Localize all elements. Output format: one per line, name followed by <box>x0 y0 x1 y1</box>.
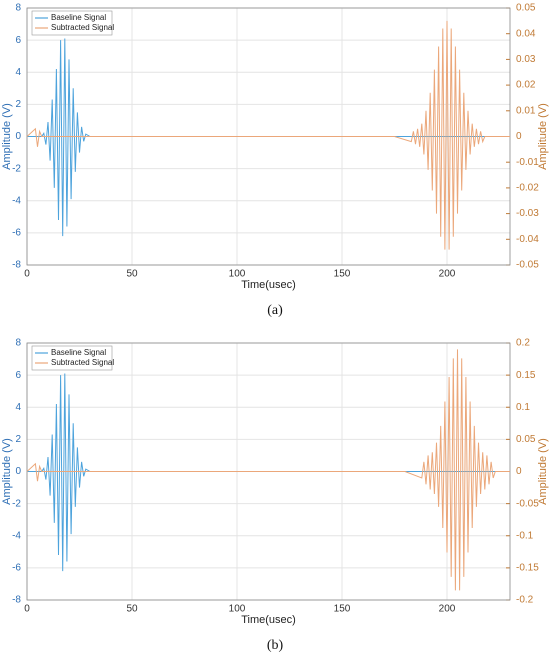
y2-tick-label: 0.05 <box>516 3 536 14</box>
y-tick-label: -4 <box>12 195 21 206</box>
y-tick-label: -2 <box>12 163 21 174</box>
caption: (a) <box>267 303 283 318</box>
y2-tick-label: -0.2 <box>516 595 534 606</box>
caption: (b) <box>267 638 284 653</box>
x-tick-label: 200 <box>439 269 456 280</box>
signal-line <box>27 38 510 237</box>
x-tick-label: 200 <box>439 604 456 615</box>
y2-axis-label: Amplitude (V) <box>537 103 549 170</box>
y-axis-label: Amplitude (V) <box>1 103 13 170</box>
x-axis-label: Time(usec) <box>241 279 296 291</box>
x-tick-label: 150 <box>334 269 351 280</box>
signal-line <box>26 20 510 250</box>
y-tick-label: 6 <box>15 35 21 46</box>
y-tick-label: -8 <box>12 260 21 271</box>
y-axis-label: Amplitude (V) <box>1 438 13 505</box>
y2-tick-label: -0.03 <box>516 208 539 219</box>
y2-tick-label: 0.02 <box>516 80 536 91</box>
legend-box <box>31 345 113 371</box>
y2-tick-label: 0.05 <box>516 434 536 445</box>
y2-tick-label: -0.05 <box>516 498 539 509</box>
y2-tick-label: 0.03 <box>516 54 536 65</box>
y2-tick-label: -0.01 <box>516 157 539 168</box>
x-tick-label: 0 <box>24 269 30 280</box>
y2-tick-label: -0.05 <box>516 260 539 271</box>
y-tick-label: 6 <box>15 370 21 381</box>
legend-label: Baseline Signal <box>51 348 106 357</box>
y-tick-label: -6 <box>12 563 21 574</box>
x-tick-label: 100 <box>229 604 246 615</box>
signal-line <box>27 373 510 572</box>
y-tick-label: -8 <box>12 595 21 606</box>
y-tick-label: 8 <box>15 338 21 349</box>
y-tick-label: -2 <box>12 498 21 509</box>
x-axis-label: Time(usec) <box>241 614 296 626</box>
x-tick-label: 50 <box>126 269 138 280</box>
signal-line <box>26 349 510 591</box>
legend-label: Subtracted Signal <box>51 23 114 32</box>
y2-tick-label: 0.01 <box>516 105 536 116</box>
legend-box <box>31 10 113 36</box>
y2-tick-label: 0.1 <box>516 402 530 413</box>
x-tick-label: 0 <box>24 604 30 615</box>
y-tick-label: 2 <box>15 99 21 110</box>
legend-label: Baseline Signal <box>51 13 106 22</box>
y2-axis-label: Amplitude (V) <box>537 438 549 505</box>
y2-tick-label: -0.1 <box>516 530 534 541</box>
y-tick-label: 0 <box>15 131 21 142</box>
legend-label: Subtracted Signal <box>51 358 114 367</box>
y2-tick-label: -0.15 <box>516 563 539 574</box>
y2-tick-label: -0.02 <box>516 183 539 194</box>
y-tick-label: 4 <box>15 67 21 78</box>
x-tick-label: 150 <box>334 604 351 615</box>
x-tick-label: 100 <box>229 269 246 280</box>
x-tick-label: 50 <box>126 604 138 615</box>
y2-tick-label: 0 <box>516 466 522 477</box>
y2-tick-label: 0.04 <box>516 28 536 39</box>
y2-tick-label: 0 <box>516 131 522 142</box>
y2-tick-label: 0.15 <box>516 370 536 381</box>
y-tick-label: -6 <box>12 228 21 239</box>
y-tick-label: 4 <box>15 402 21 413</box>
y-tick-label: 0 <box>15 466 21 477</box>
y2-tick-label: 0.2 <box>516 338 530 349</box>
y-tick-label: 8 <box>15 3 21 14</box>
y-tick-label: 2 <box>15 434 21 445</box>
y2-tick-label: -0.04 <box>516 234 539 245</box>
y-tick-label: -4 <box>12 530 21 541</box>
